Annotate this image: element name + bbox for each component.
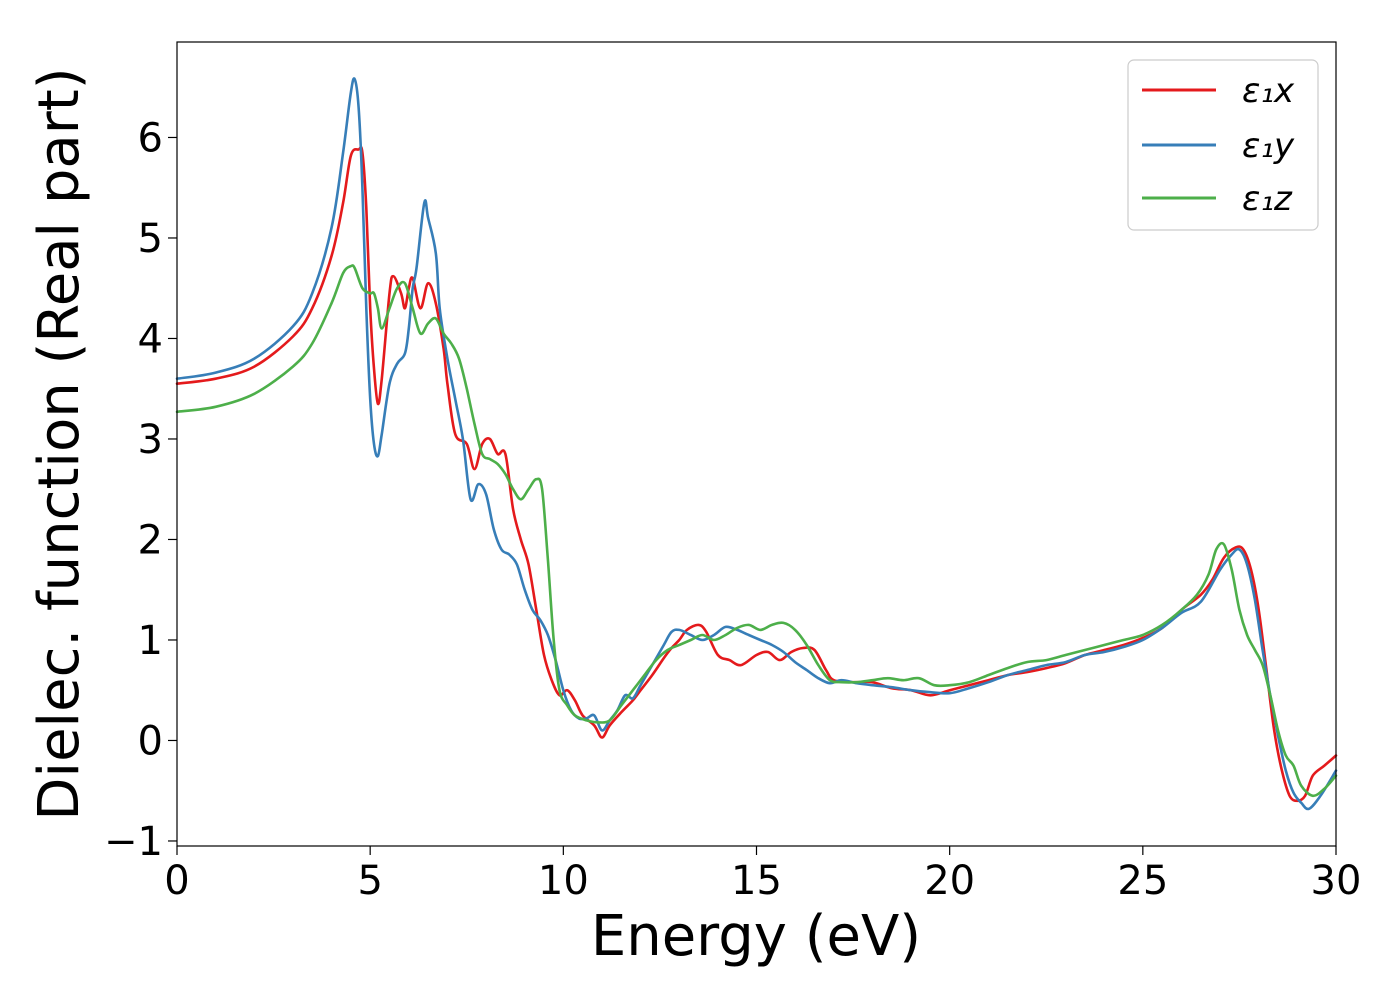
legend-box xyxy=(1127,59,1319,231)
x-tick-label: 30 xyxy=(1311,858,1362,904)
y-axis-ticks: −1 0 1 2 3 4 5 6 xyxy=(104,115,177,865)
x-axis-title: Energy (eV) xyxy=(591,904,921,969)
x-tick-label: 15 xyxy=(731,858,782,904)
x-tick-label: 25 xyxy=(1117,858,1168,904)
x-tick-label: 0 xyxy=(164,858,189,904)
legend: ε₁x ε₁y ε₁z xyxy=(1127,59,1319,231)
y-tick-label: 6 xyxy=(138,115,163,161)
y-tick-label: 3 xyxy=(138,417,163,463)
legend-label-z: ε₁z xyxy=(1242,179,1293,219)
series-line-2 xyxy=(175,264,1338,798)
y-tick-label: −1 xyxy=(104,819,163,865)
y-tick-label: 5 xyxy=(138,216,163,262)
y-tick-label: 0 xyxy=(138,718,163,764)
y-axis-title: Dielec. function (Real part) xyxy=(27,67,92,820)
legend-label-y: ε₁y xyxy=(1242,126,1295,166)
x-tick-label: 10 xyxy=(538,858,589,904)
x-tick-label: 5 xyxy=(357,858,382,904)
x-axis-ticks: 0 5 10 15 20 25 30 xyxy=(164,846,1361,904)
series-layer xyxy=(175,77,1338,811)
y-tick-label: 1 xyxy=(138,618,163,664)
plot-area xyxy=(175,41,1338,847)
x-tick-label: 20 xyxy=(924,858,975,904)
y-tick-label: 2 xyxy=(138,517,163,563)
y-tick-label: 4 xyxy=(138,316,163,362)
series-line-1 xyxy=(175,77,1338,811)
legend-label-x: ε₁x xyxy=(1242,71,1295,111)
